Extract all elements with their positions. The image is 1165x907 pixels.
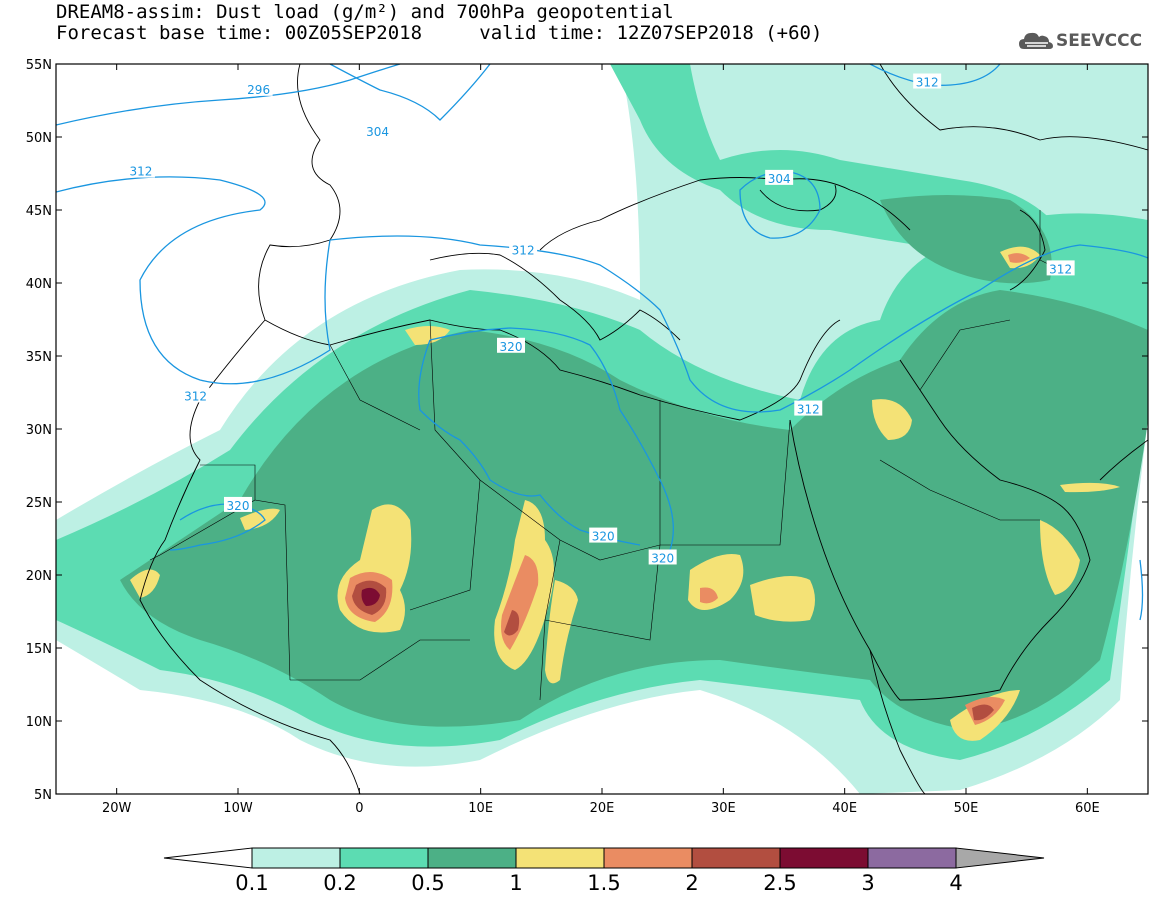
axis-ticks [56,63,1148,795]
lon-tick-label: 40E [832,801,857,816]
lat-tick-label: 10N [26,715,52,730]
dust-band-yellow-11 [130,569,160,598]
lon-tick-label: 30E [711,801,736,816]
dust-field [56,64,1148,794]
dust-band-yellow-7 [872,399,912,440]
colorbar: 0.1 0.2 0.5 1 1.5 2 2.5 3 4 [163,847,1045,895]
colorbar-segment [515,847,605,869]
coastlines [139,64,1148,794]
colorbar-under-triangle [163,847,253,869]
contour-label: 312 [181,387,210,403]
colorbar-label: 0.1 [235,871,268,895]
dust-band-orange-5 [1008,253,1030,263]
dust-band-yellow-13 [1060,482,1120,493]
base-time: Forecast base time: 00Z05SEP2018 [56,22,423,44]
seevccc-logo: SEEVCCC [1018,28,1142,54]
colorbar-label: 0.5 [411,871,444,895]
lat-tick-label: 5N [34,788,52,803]
dust-band-brown-2 [504,610,520,636]
colorbar-label: 0.2 [323,871,356,895]
contour-label-text: 312 [1049,262,1072,276]
dust-band-yellow-5 [750,576,815,622]
valid-time: valid time: 12Z07SEP2018 (+60) [479,22,823,44]
colorbar-label: 1 [509,871,522,895]
lon-tick-label: 10E [468,801,493,816]
dust-band-yellow-10 [405,326,450,345]
lat-tick-label: 55N [26,58,52,73]
colorbar-segment [867,847,957,869]
lat-tick-label: 25N [26,496,52,511]
contour-label-text: 312 [184,389,207,403]
contour-label: 304 [363,123,392,139]
contour-label: 320 [224,496,252,513]
lat-tick-label: 35N [26,350,52,365]
contour-label-text: 320 [500,340,523,354]
contour-label: 304 [765,169,794,186]
colorbar-label: 2.5 [763,871,796,895]
dust-band-yellow-6 [1040,520,1080,595]
colorbar-label: 1.5 [587,871,620,895]
contour-label: 320 [648,549,677,565]
colorbar-segment [779,847,869,869]
lon-tick-label: 50E [954,801,979,816]
lon-tick-label: 20W [102,801,132,816]
title-line: DREAM8-assim: Dust load (g/m²) and 700hP… [56,1,674,23]
contour-label-text: 296 [247,83,270,97]
contour-label-text: 304 [768,172,791,186]
lon-tick-label: 60E [1075,801,1100,816]
colorbar-label: 3 [861,871,874,895]
geopotential-contours [56,64,1148,621]
colorbar-segment [603,847,693,869]
colorbar-over-triangle [955,847,1045,869]
dust-band-brown-3 [972,704,994,721]
contour-label-text: 304 [366,125,389,139]
country-borders [149,210,1061,701]
colorbar-segment [251,847,341,869]
dust-band-orange-3 [700,587,718,604]
colorbar-label: 2 [685,871,698,895]
lat-tick-label: 50N [26,131,52,146]
colorbar-segment [427,847,517,869]
contour-label-text: 320 [651,551,674,565]
colorbar-segment [691,847,781,869]
colorbar-segment [339,847,429,869]
contour-label: 296 [244,80,273,97]
contour-label-text: 320 [227,499,250,513]
contour-label-text: 312 [129,165,152,179]
contour-label-text: 312 [512,243,535,257]
dust-band-maroon-1 [361,587,380,606]
contour-label-text: 320 [592,530,615,544]
contour-label-text: 312 [916,76,939,90]
lat-tick-label: 15N [26,642,52,657]
lat-tick-label: 40N [26,277,52,292]
lat-tick-label: 45N [26,204,52,219]
contour-label: 312 [794,400,823,417]
colorbar-label: 4 [949,871,962,895]
lon-tick-label: 0 [355,801,363,816]
contour-label: 312 [1046,260,1075,276]
lon-tick-label: 20E [590,801,615,816]
contour-label: 320 [497,337,525,354]
dust-band-yellow-3 [545,580,578,684]
axis-tick-labels: 20W 10W 0 10E 20E 30E 40E 50E 60E 55N 50N 45N 40N 35N… [26,58,1100,816]
lat-tick-label: 20N [26,569,52,584]
contour-label: 320 [589,527,618,544]
lon-tick-label: 10W [223,801,253,816]
dust-band-yellow-12 [240,508,280,530]
contour-label: 312 [913,73,942,90]
contour-label-text: 312 [797,403,820,417]
logo-text: SEEVCCC [1056,31,1143,51]
lat-tick-label: 30N [26,423,52,438]
map-header: DREAM8-assim: Dust load (g/m²) and 700hP… [56,2,822,44]
contour-label: 312 [509,241,538,257]
contour-labels: 296 304 312 312 312 312 304 312 312 320 320 320 320 [126,73,1075,565]
cloud-icon [1019,32,1053,49]
contour-label: 312 [126,162,155,179]
